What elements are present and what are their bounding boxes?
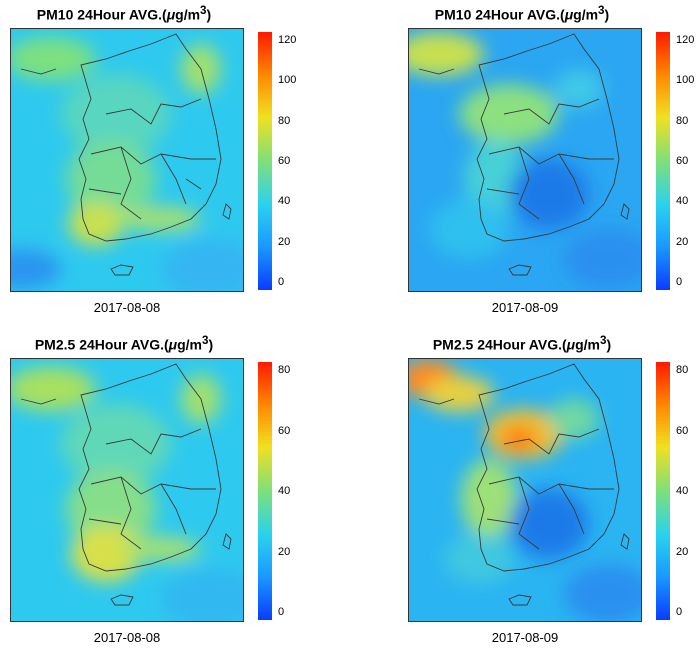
panel-title: PM2.5 24Hour AVG.(μg/m3)	[432, 334, 612, 353]
colorbar-tick-label: 60	[676, 424, 689, 437]
date-label: 2017-08-08	[93, 630, 161, 645]
colorbar-tick-label: 80	[676, 114, 689, 127]
colorbar-ticks: 0 20 40 60 80 100 120	[676, 32, 699, 290]
colorbar-tick-label: 40	[676, 195, 689, 208]
colorbar-tick-label: 20	[676, 545, 689, 558]
panel-title: PM10 24Hour AVG.(μg/m3)	[36, 4, 212, 23]
colorbar	[258, 362, 272, 620]
colorbar-tick-label: 80	[278, 364, 291, 376]
colorbar-tick-label: 20	[278, 545, 291, 558]
panel-pm10-2017-08-08: PM10 24Hour AVG.(μg/m3)	[4, 0, 344, 320]
panel-pm25-2017-08-08: PM2.5 24Hour AVG.(μg/m3)	[4, 330, 344, 650]
colorbar-ticks: 0 20 40 60 80	[676, 362, 699, 620]
colorbar-tick-label: 60	[278, 155, 291, 167]
colorbar-tick-label: 120	[676, 34, 695, 46]
colorbar-tick-label: 100	[278, 74, 297, 87]
colorbar-tick-label: 40	[278, 195, 291, 208]
date-label: 2017-08-09	[491, 300, 559, 315]
panel-pm25-2017-08-09: PM2.5 24Hour AVG.(μg/m3)	[402, 330, 699, 650]
colorbar-tick-label: 40	[676, 485, 689, 497]
panel-pm10-2017-08-09: PM10 24Hour AVG.(μg/m3)	[402, 0, 699, 320]
colorbar-tick-label: 100	[676, 74, 695, 87]
colorbar-tick-label: 0	[278, 276, 285, 288]
date-label: 2017-08-09	[491, 630, 559, 645]
colorbar-ticks: 0 20 40 60 80 100 120	[278, 32, 318, 290]
colorbar-tick-label: 0	[676, 276, 683, 288]
colorbar-tick-label: 80	[278, 114, 291, 127]
panel-title: PM10 24Hour AVG.(μg/m3)	[434, 4, 610, 23]
colorbar-tick-label: 0	[278, 606, 285, 618]
colorbar	[258, 32, 272, 290]
colorbar-tick-label: 20	[278, 235, 291, 248]
concentration-map	[408, 28, 642, 292]
colorbar	[656, 32, 670, 290]
colorbar-tick-label: 60	[676, 155, 689, 167]
colorbar-tick-label: 40	[278, 485, 291, 497]
colorbar	[656, 362, 670, 620]
colorbar-ticks: 0 20 40 60 80	[278, 362, 318, 620]
colorbar-tick-label: 20	[676, 235, 689, 248]
colorbar-tick-label: 120	[278, 34, 297, 46]
colorbar-tick-label: 60	[278, 424, 291, 437]
panel-title: PM2.5 24Hour AVG.(μg/m3)	[34, 334, 214, 353]
colorbar-tick-label: 80	[676, 364, 689, 376]
date-label: 2017-08-08	[93, 300, 161, 315]
concentration-map	[408, 358, 642, 622]
concentration-map	[10, 28, 244, 292]
concentration-map	[10, 358, 244, 622]
colorbar-tick-label: 0	[676, 606, 683, 618]
